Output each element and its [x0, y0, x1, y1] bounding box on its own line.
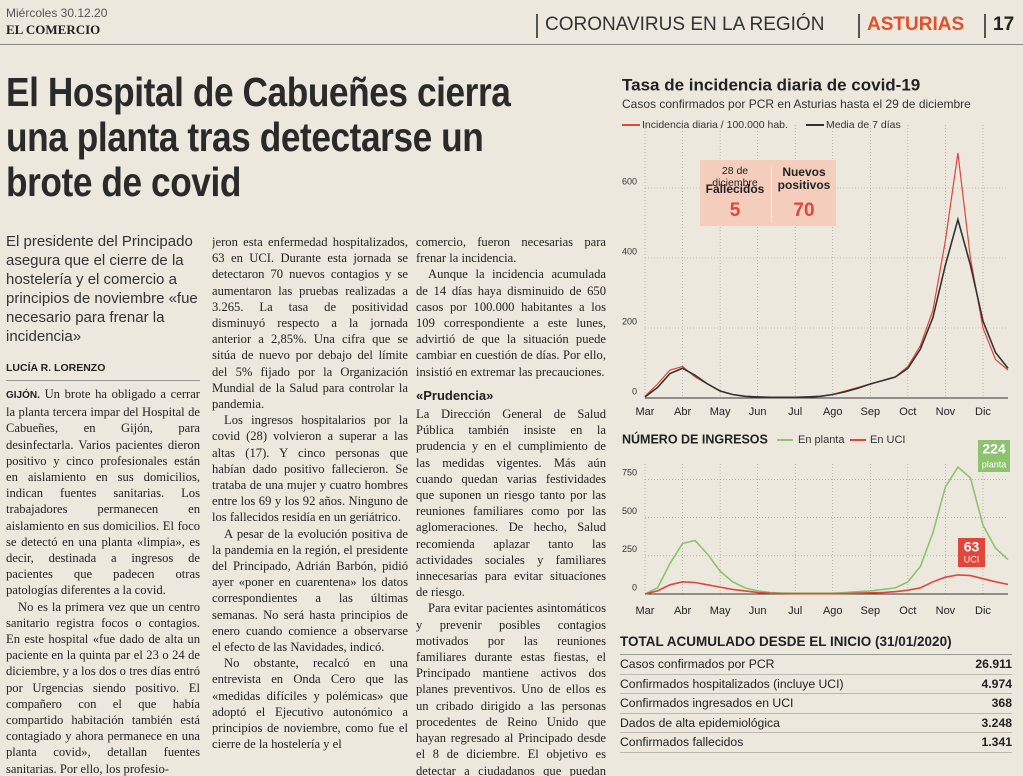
paragraph: jeron esta enfermedad hospitalizados, 63… [212, 235, 408, 412]
totals-table: TOTAL ACUMULADO DESDE EL INICIO (31/01/2… [620, 634, 1012, 753]
section: CORONAVIRUS EN LA REGIÓN [545, 14, 825, 35]
separator [984, 14, 986, 38]
y-tick-label: 400 [622, 246, 637, 256]
x-tick-label: Nov [936, 605, 956, 617]
paper-name: EL COMERCIO [6, 22, 101, 37]
table-label: Dados de alta epidemiológica [620, 715, 780, 730]
column: jeron esta enfermedad hospitalizados, 63… [212, 234, 408, 776]
y-tick-label: 500 [622, 506, 637, 516]
date: Miércoles 30.12.20 [6, 6, 108, 20]
table-label: Confirmados hospitalizados (incluye UCI) [620, 676, 844, 691]
end-label-unit: planta [982, 459, 1007, 469]
x-tick-label: Mar [636, 406, 655, 418]
paragraph: No es la primera vez que un centro sanit… [6, 599, 200, 776]
y-tick-label: 750 [622, 468, 637, 478]
page-number: 17 [993, 14, 1015, 35]
y-tick-label: 200 [622, 316, 637, 326]
byline-rule [6, 380, 200, 381]
annotation-divider [771, 166, 772, 222]
end-label-box [978, 440, 1010, 472]
annotation-label: Fallecidos [705, 182, 765, 196]
paragraph: GIJÓN. Un brote ha obligado a cerrar la … [6, 386, 200, 599]
y-tick-label: 250 [622, 544, 637, 554]
paragraph: comercio, fueron necesarias para frenar … [416, 235, 606, 266]
separator [858, 14, 860, 38]
x-tick-label: Dic [975, 605, 991, 617]
legend-label: Media de 7 días [826, 119, 901, 131]
x-tick-label: Oct [899, 605, 916, 617]
legend-label: Incidencia diaria / 100.000 hab. [642, 119, 788, 131]
table-label: Casos confirmados por PCR [620, 657, 775, 671]
table-value: 26.911 [975, 657, 1012, 671]
end-label-unit: UCI [964, 554, 980, 564]
x-tick-label: Oct [899, 406, 916, 418]
paragraph-text: Un brote ha obligado a cerrar la planta … [6, 387, 200, 598]
series-line [644, 574, 1009, 595]
chart-title: Tasa de incidencia diaria de covid-19 [622, 75, 920, 94]
x-tick-label: Mar [636, 605, 655, 617]
column: GIJÓN. Un brote ha obligado a cerrar la … [6, 386, 200, 776]
dateline: GIJÓN. [6, 390, 40, 401]
subheading: «Prudencia» [416, 387, 494, 403]
paragraph: Para evitar pacientes asintomáticos y pr… [416, 601, 606, 776]
x-tick-label: Abr [674, 406, 691, 418]
table-value: 3.248 [981, 715, 1013, 730]
paragraph: Los ingresos hospitalarios por la covid … [212, 413, 408, 525]
annotation-value: 5 [729, 200, 741, 221]
series-line [644, 216, 1009, 399]
x-tick-label: Jun [749, 406, 767, 418]
y-tick-label: 0 [632, 582, 637, 592]
table-value: 4.974 [981, 676, 1013, 691]
table-row: Casos confirmados por PCR 26.911 [620, 655, 1012, 675]
x-tick-label: May [710, 605, 731, 617]
table-label: Confirmados ingresados en UCI [620, 696, 794, 711]
end-label-box [958, 538, 985, 567]
table-row: Dados de alta epidemiológica 3.248 [620, 714, 1012, 734]
x-tick-label: Sep [861, 605, 881, 617]
end-label-value: 224 [982, 441, 1006, 457]
x-tick-label: Ago [823, 605, 843, 617]
table-row: Confirmados hospitalizados (incluye UCI)… [620, 675, 1012, 695]
x-tick-label: Sep [861, 406, 881, 418]
legend-label: En planta [798, 434, 845, 446]
table-label: Confirmados fallecidos [620, 735, 744, 750]
x-tick-label: Jul [788, 605, 802, 617]
region: ASTURIAS [867, 14, 965, 35]
table-value: 368 [991, 696, 1012, 711]
x-tick-label: Jun [749, 605, 767, 617]
chart-subtitle: Casos confirmados por PCR en Asturias ha… [622, 97, 971, 111]
header-rule [0, 44, 1023, 45]
table-title: TOTAL ACUMULADO DESDE EL INICIO (31/01/2… [620, 634, 1012, 655]
annotation-value: 70 [793, 200, 815, 221]
table-row: Confirmados ingresados en UCI 368 [620, 694, 1012, 714]
column: comercio, fueron necesarias para frenar … [416, 234, 606, 776]
y-tick-label: 0 [632, 386, 637, 396]
subhead: El presidente del Principado asegura que… [6, 233, 198, 345]
x-tick-label: Nov [936, 406, 956, 418]
end-label-value: 63 [964, 539, 980, 555]
annotation-label: Nuevos positivos [777, 165, 831, 192]
separator [536, 14, 538, 38]
paragraph: Aunque la incidencia acumulada de 14 día… [416, 267, 606, 379]
y-tick-label: 600 [622, 176, 637, 186]
chart-title: NÚMERO DE INGRESOS [622, 431, 768, 446]
byline: LUCÍA R. LORENZO [6, 362, 106, 374]
annotation-date: 28 de diciembre [712, 165, 758, 189]
paragraph: No obstante, recalcó en una entrevista e… [212, 656, 408, 752]
annotation-box: 28 de diciembre Fallecidos 5 Nuevos posi… [700, 160, 836, 226]
x-tick-label: Jul [788, 406, 802, 418]
legend-label: En UCI [870, 434, 905, 446]
x-tick-label: Ago [823, 406, 843, 418]
x-tick-label: Abr [674, 605, 691, 617]
x-tick-label: Dic [975, 406, 991, 418]
table-row: Confirmados fallecidos 1.341 [620, 733, 1012, 753]
paragraph: La Dirección General de Salud Pública ta… [416, 407, 606, 600]
x-tick-label: May [710, 406, 731, 418]
headline: El Hospital de Cabueñes cierra una plant… [6, 69, 511, 205]
table-value: 1.341 [981, 735, 1013, 750]
paragraph: A pesar de la evolución positiva de la p… [212, 526, 408, 655]
